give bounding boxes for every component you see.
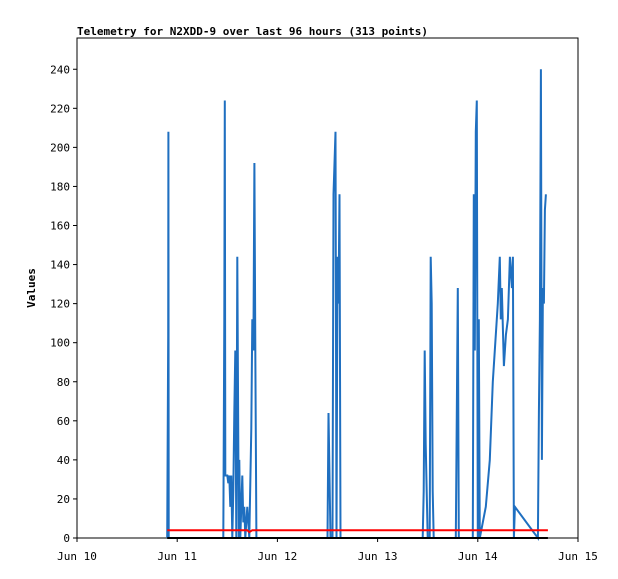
y-tick-label: 180	[50, 180, 70, 193]
series-line-2	[167, 529, 548, 534]
x-tick-label: Jun 13	[358, 550, 398, 563]
y-tick-label: 60	[57, 415, 70, 428]
y-tick-label: 80	[57, 376, 70, 389]
y-tick-label: 120	[50, 298, 70, 311]
y-tick-label: 100	[50, 337, 70, 350]
y-tick-label: 20	[57, 493, 70, 506]
x-tick-label: Jun 15	[558, 550, 598, 563]
series-line-1	[166, 69, 547, 542]
x-tick-label: Jun 10	[57, 550, 97, 563]
x-tick-label: Jun 11	[157, 550, 197, 563]
y-tick-label: 240	[50, 63, 70, 76]
y-tick-label: 220	[50, 102, 70, 115]
x-tick-label: Jun 12	[258, 550, 298, 563]
y-tick-label: 160	[50, 220, 70, 233]
x-axis: Jun 10 Jun 11 Jun 12 Jun 13 Jun 14 Jun 15	[57, 538, 598, 563]
y-tick-label: 40	[57, 454, 70, 467]
y-axis-label: Values	[25, 268, 38, 308]
y-tick-label: 140	[50, 259, 70, 272]
x-tick-label: Jun 14	[458, 550, 498, 563]
series-group	[166, 69, 548, 542]
chart-title: Telemetry for N2XDD-9 over last 96 hours…	[77, 25, 428, 38]
y-tick-label: 200	[50, 141, 70, 154]
y-tick-label: 0	[63, 532, 70, 545]
y-axis: 0 20 40 60 80 100 120 140 160 180 200 220 240	[50, 63, 77, 545]
